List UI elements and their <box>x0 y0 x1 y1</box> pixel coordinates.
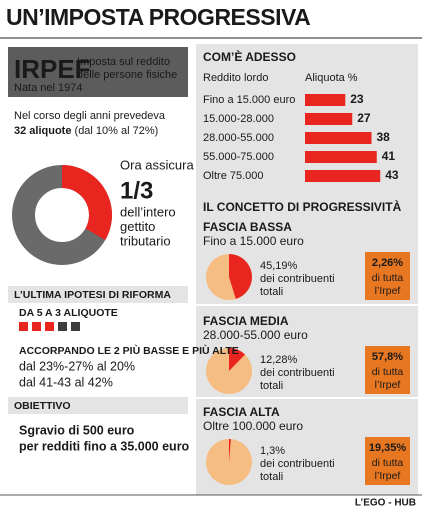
category-label: 28.000-55.000 <box>203 132 274 144</box>
pie-value-label: 45,19% <box>260 260 298 272</box>
bar <box>305 170 381 182</box>
donut-value-label: 1/3 <box>120 177 153 204</box>
band-title: FASCIA MEDIA <box>203 314 289 328</box>
pie-value-label: 1,3% <box>260 445 285 457</box>
goal-line: Sgravio di 500 euro <box>19 423 135 437</box>
irpef-share-box <box>365 437 410 485</box>
progressivity-title: IL CONCETTO DI PROGRESSIVITÀ <box>203 199 402 214</box>
band-title: FASCIA ALTA <box>203 405 280 419</box>
goal-heading: OBIETTIVO <box>14 400 71 412</box>
irpef-description: Imposta sul reddito <box>77 56 170 68</box>
category-label: 55.000-75.000 <box>203 151 274 163</box>
pie-value-label: 12,28% <box>260 354 298 366</box>
pie-slice <box>229 254 252 299</box>
pie-slice <box>229 439 231 462</box>
rate-square <box>32 322 41 331</box>
bar-chart-title: COM’È ADESSO <box>203 49 296 64</box>
bar <box>305 94 346 106</box>
irpef-share-value: 19,35% <box>369 442 407 454</box>
pie-slice <box>229 348 246 371</box>
goal-band <box>8 397 188 414</box>
bar-value-label: 43 <box>385 168 399 182</box>
irpef-name: IRPEF <box>14 54 91 84</box>
merge-line: dal 41-43 al 42% <box>19 375 113 389</box>
bar <box>305 151 377 163</box>
reform-band <box>8 286 188 303</box>
irpef-share-text: di tutta <box>372 366 404 378</box>
band-subtitle: Oltre 100.000 euro <box>203 419 303 433</box>
irpef-description: delle persone fisiche <box>77 69 177 81</box>
irpef-born: Nata nel 1974 <box>14 82 83 94</box>
bar-value-label: 38 <box>377 130 391 144</box>
bar-value-label: 27 <box>357 111 371 125</box>
history-strong: 32 aliquote <box>14 125 71 137</box>
pie-annotation: dei contribuenti <box>260 458 335 470</box>
pie-annotation: totali <box>260 471 283 483</box>
band-subtitle: 28.000-55.000 euro <box>203 328 308 342</box>
category-label: 15.000-28.000 <box>203 113 274 125</box>
merge-line: dal 23%-27% al 20% <box>19 359 135 373</box>
page-title: UN’IMPOSTA PROGRESSIVA <box>6 4 310 30</box>
irpef-share-box <box>365 346 410 394</box>
history-line: Nel corso degli anni prevedeva <box>14 110 166 122</box>
y-axis-label: Aliquota % <box>305 72 358 84</box>
irpef-share-text: di tutta <box>372 457 404 469</box>
footer-credit: L’EGO - HUB <box>355 498 416 509</box>
pie-annotation: totali <box>260 286 283 298</box>
rate-square <box>58 322 67 331</box>
reform-heading: L’ULTIMA IPOTESI DI RIFORMA <box>14 289 171 301</box>
pie-annotation: dei contribuenti <box>260 367 335 379</box>
irpef-share-value: 2,26% <box>372 257 403 269</box>
irpef-share-value: 57,8% <box>372 351 403 363</box>
donut-annotation: gettito <box>120 219 155 234</box>
donut-annotation: dell’intero <box>120 204 176 219</box>
irpef-box <box>8 47 188 97</box>
reform-subheading: DA 5 A 3 ALIQUOTE <box>19 307 118 319</box>
irpef-share-text: l’Irpef <box>375 379 401 391</box>
rate-square <box>45 322 54 331</box>
irpef-share-box <box>365 252 410 300</box>
rate-square <box>19 322 28 331</box>
bar <box>305 113 353 125</box>
bar <box>305 132 372 144</box>
rate-square <box>71 322 80 331</box>
goal-line: per redditi fino a 35.000 euro <box>19 439 190 453</box>
donut-slice <box>62 165 113 240</box>
history-line: 32 aliquote (dal 10% al 72%) <box>14 125 158 137</box>
irpef-share-text: l’Irpef <box>375 470 401 482</box>
band-subtitle: Fino a 15.000 euro <box>203 234 304 248</box>
merge-heading: ACCORPANDO LE 2 PIÙ BASSE E PIÙ ALTE <box>19 344 239 357</box>
category-label: Oltre 75.000 <box>203 170 264 182</box>
pie-annotation: totali <box>260 380 283 392</box>
bar-value-label: 41 <box>382 149 396 163</box>
bar-value-label: 23 <box>350 92 364 106</box>
donut-annotation: tributario <box>120 233 171 248</box>
history-rest: (dal 10% al 72%) <box>75 125 159 137</box>
irpef-share-text: di tutta <box>372 272 404 284</box>
x-axis-label: Reddito lordo <box>203 72 268 84</box>
pie-annotation: dei contribuenti <box>260 273 335 285</box>
irpef-share-text: l’Irpef <box>375 285 401 297</box>
category-label: Fino a 15.000 euro <box>203 94 295 106</box>
band-title: FASCIA BASSA <box>203 220 292 234</box>
donut-annotation: Ora assicura <box>120 157 194 172</box>
